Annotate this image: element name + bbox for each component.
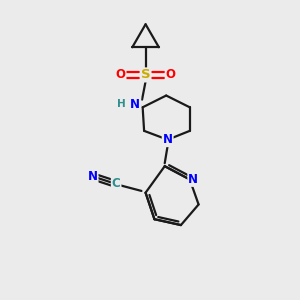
Text: N: N	[130, 98, 140, 111]
Text: O: O	[166, 68, 176, 81]
Text: S: S	[141, 68, 150, 81]
Text: N: N	[163, 133, 173, 146]
Text: H: H	[117, 99, 126, 109]
Text: O: O	[116, 68, 126, 81]
Text: C: C	[112, 177, 121, 190]
Text: N: N	[88, 170, 98, 183]
Text: N: N	[188, 173, 198, 186]
